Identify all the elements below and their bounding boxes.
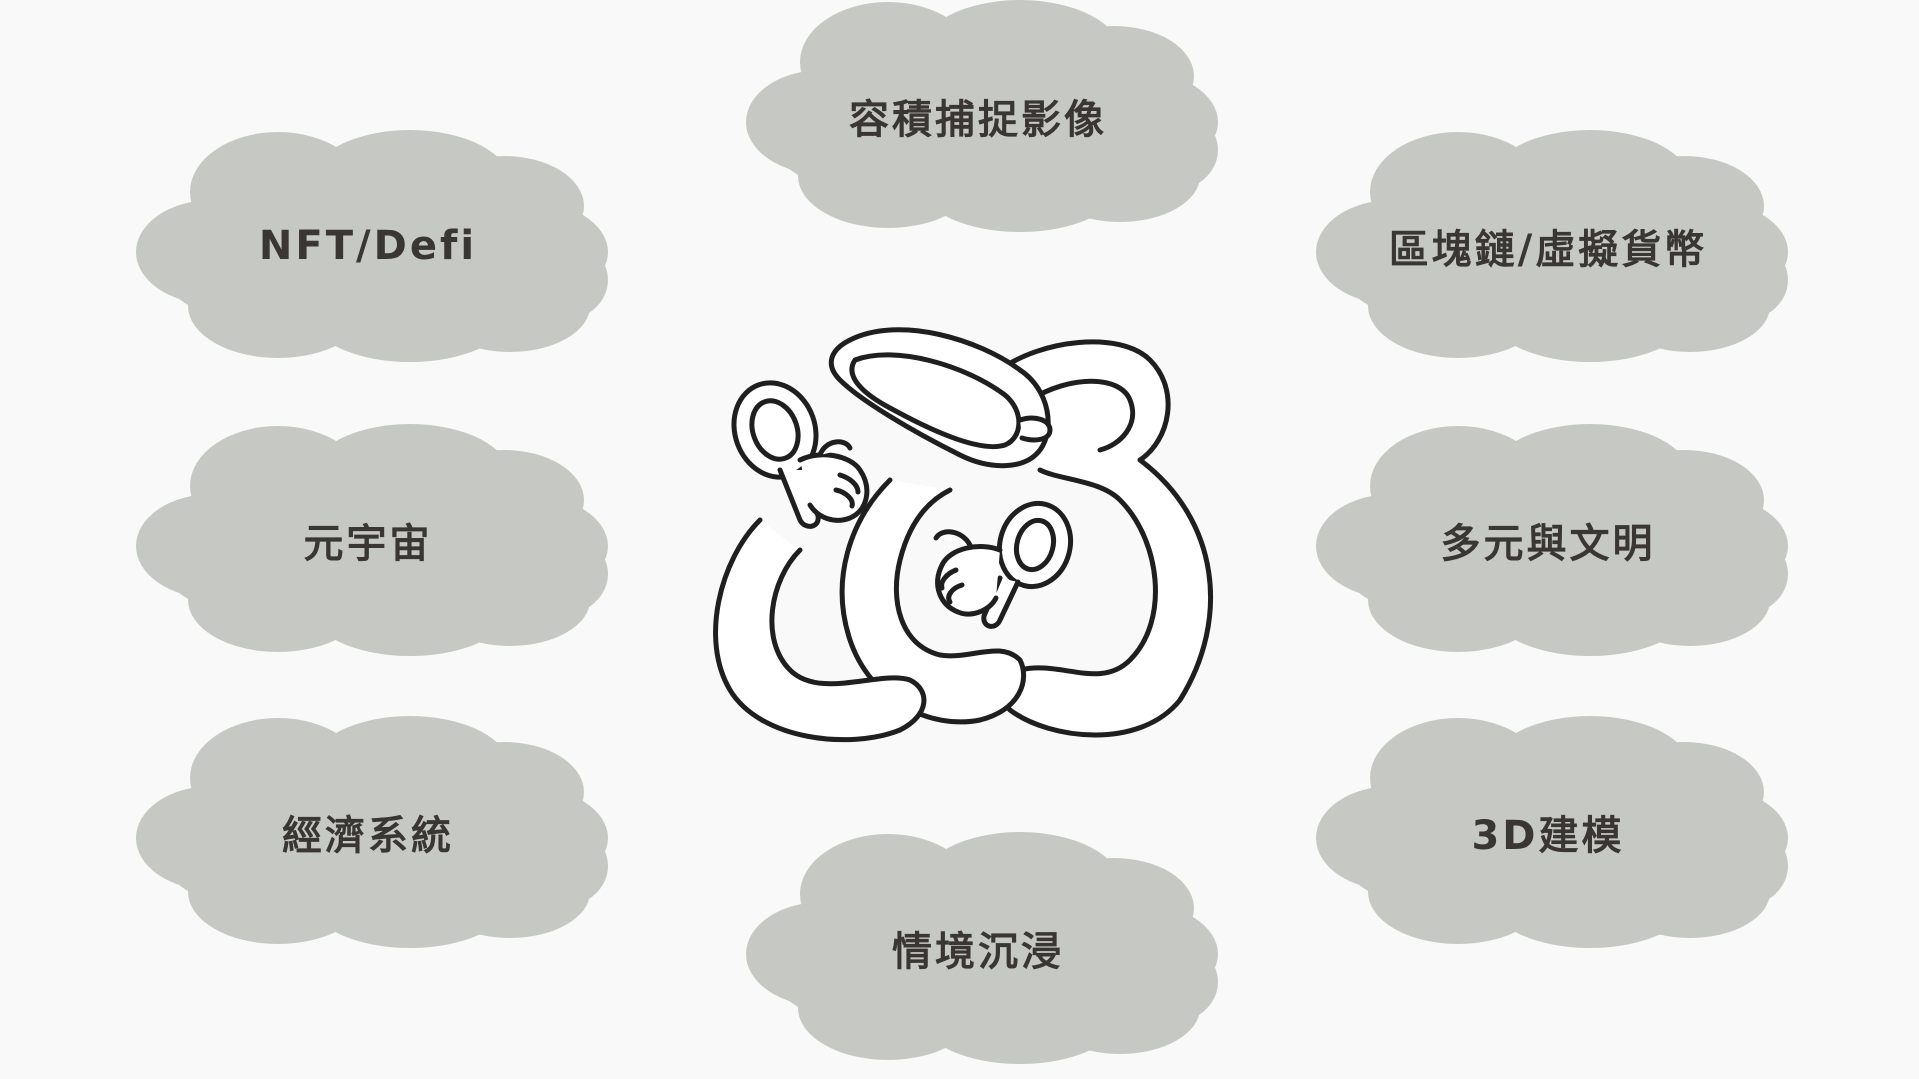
cloud-economic-system: 經濟系統 — [128, 716, 608, 948]
left-controller-ring-inner — [749, 398, 801, 462]
left-hand-fingers — [833, 472, 861, 509]
right-hand-fingers — [939, 567, 965, 605]
right-hand-thumb — [933, 529, 973, 548]
cloud-3d-modeling: 3D建模 — [1308, 716, 1788, 948]
right-controller-handle — [981, 575, 1021, 629]
headset-side-clip — [1017, 415, 1053, 443]
cloud-label: 情境沉浸 — [892, 929, 1064, 975]
cloud-label: 容積捕捉影像 — [849, 97, 1107, 143]
cloud-label: 區塊鏈/虛擬貨幣 — [1388, 227, 1708, 273]
cloud-volumetric-capture: 容積捕捉影像 — [738, 0, 1218, 232]
headset-strap-inner — [1027, 378, 1136, 453]
right-hand — [935, 544, 1003, 617]
cloud-nft-defi: NFT/Defi — [128, 130, 608, 362]
cloud-immersion: 情境沉浸 — [738, 832, 1218, 1064]
left-hand-thumb — [817, 439, 853, 458]
vr-headset-with-controllers-icon — [700, 320, 1230, 750]
headset-strap — [997, 339, 1214, 738]
cloud-blockchain-crypto: 區塊鏈/虛擬貨幣 — [1308, 130, 1788, 362]
right-controller-ring-inner — [1013, 517, 1057, 573]
cloud-label: 元宇宙 — [303, 521, 433, 567]
headset-strap-lower — [713, 517, 927, 743]
cloud-label: 3D建模 — [1471, 813, 1625, 859]
cloud-metaverse: 元宇宙 — [128, 424, 608, 656]
cloud-label: NFT/Defi — [258, 223, 478, 269]
headset-strap-left — [839, 477, 1027, 725]
cloud-label: 經濟系統 — [282, 813, 454, 859]
cloud-label: 多元與文明 — [1440, 521, 1656, 567]
cloud-diversity-civilization: 多元與文明 — [1308, 424, 1788, 656]
headset-visor — [849, 352, 1022, 450]
